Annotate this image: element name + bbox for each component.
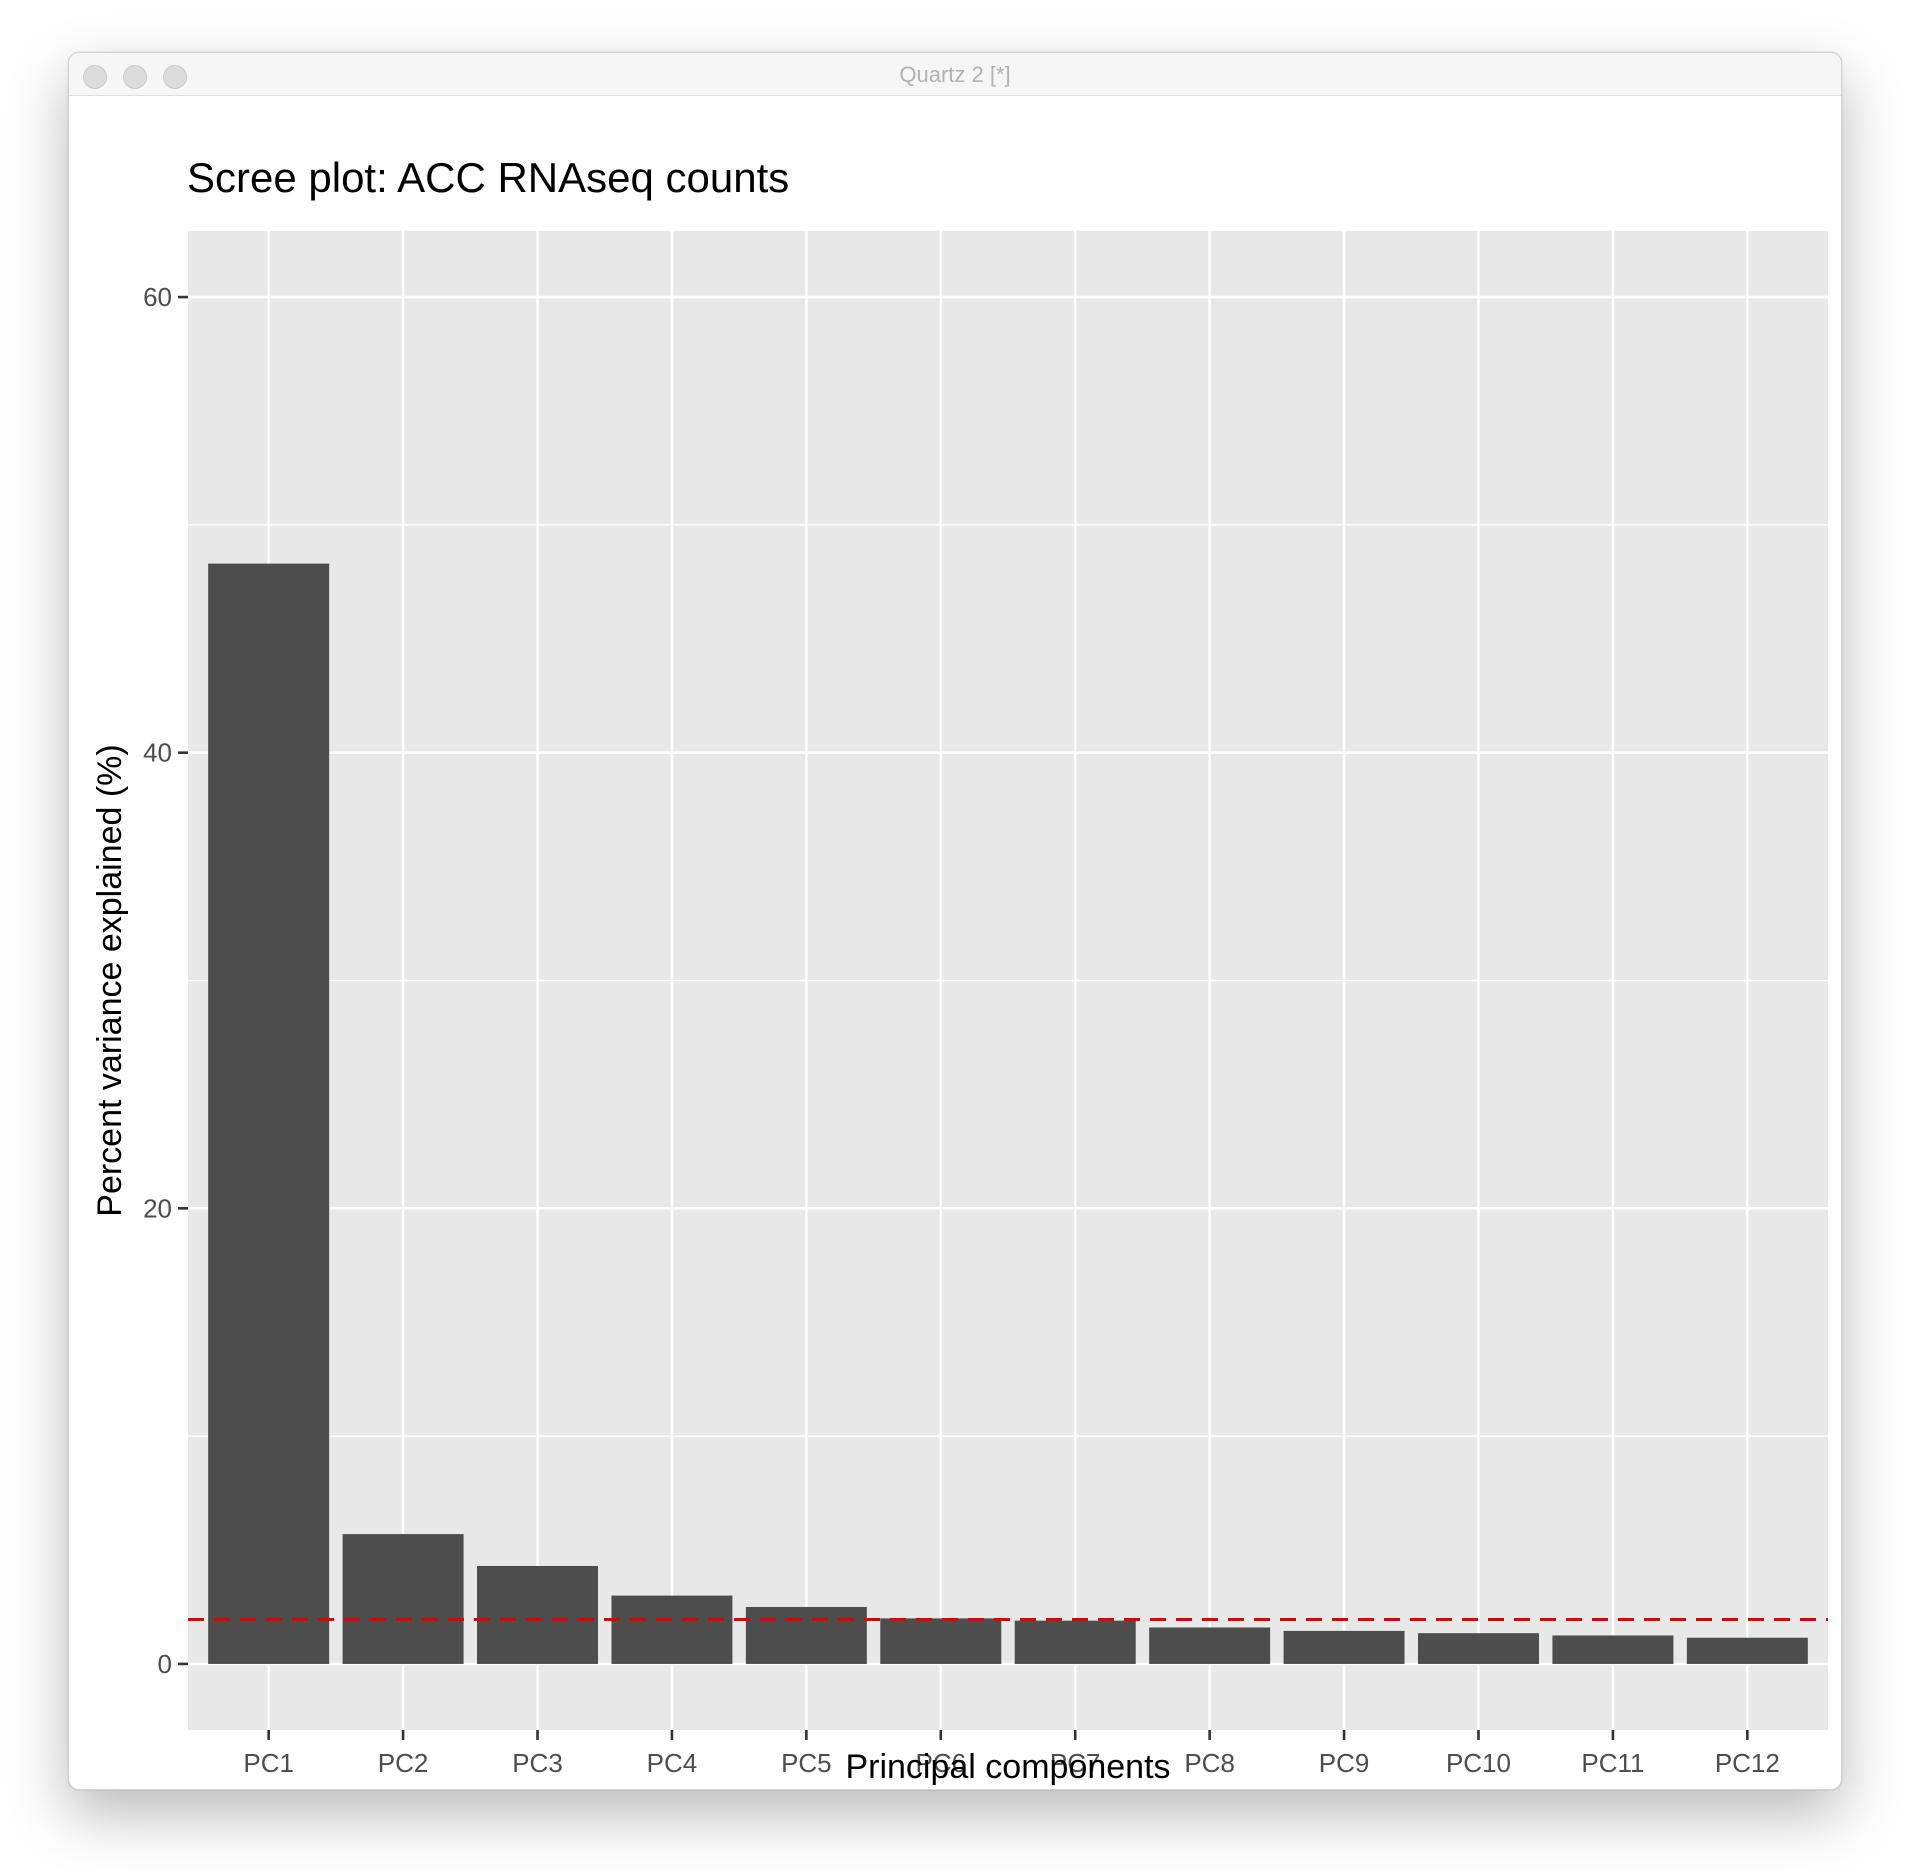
bar-pc11	[1552, 1635, 1674, 1664]
bar-pc2	[342, 1534, 464, 1664]
chart-title: Scree plot: ACC RNAseq counts	[187, 154, 789, 201]
y-axis-label: Percent variance explained (%)	[91, 744, 129, 1216]
bar-pc5	[745, 1606, 867, 1664]
x-tick-label: PC2	[378, 1748, 429, 1778]
x-tick-label: PC10	[1446, 1748, 1511, 1778]
zoom-window-button[interactable]	[163, 65, 187, 89]
close-window-button[interactable]	[83, 65, 107, 89]
bar-pc7	[1014, 1620, 1136, 1664]
x-tick-label: PC5	[781, 1748, 832, 1778]
y-tick-label: 0	[158, 1649, 172, 1679]
x-tick-label: PC4	[647, 1748, 698, 1778]
bar-pc3	[477, 1565, 598, 1664]
x-tick-label: PC12	[1715, 1748, 1780, 1778]
y-tick-label: 40	[143, 738, 172, 768]
bar-pc12	[1686, 1637, 1808, 1664]
y-tick-label: 20	[143, 1193, 172, 1223]
x-tick-label: PC3	[512, 1748, 563, 1778]
plot-area: 0 20 40 60 PC1 PC2 PC3 PC4 PC5 PC6 PC7 PC8 PC9 PC10 PC…	[69, 96, 1841, 1789]
quartz-window: Quartz 2 [*] 0 20 40 60 PC1 PC2 PC3 PC4 PC5 PC6 PC…	[68, 52, 1842, 1790]
x-tick-label: PC8	[1184, 1748, 1235, 1778]
bar-pc1	[208, 563, 330, 1664]
bar-pc10	[1418, 1633, 1539, 1664]
x-tick-label: PC6	[915, 1748, 966, 1778]
bar-pc4	[611, 1595, 733, 1664]
x-axis-label: Principal components	[845, 1748, 1170, 1786]
x-tick-label: PC1	[243, 1748, 294, 1778]
window-titlebar[interactable]: Quartz 2 [*]	[69, 53, 1841, 96]
window-title: Quartz 2 [*]	[899, 62, 1011, 87]
x-tick-label: PC9	[1319, 1748, 1370, 1778]
y-tick-label: 60	[143, 282, 172, 312]
x-tick-label: PC7	[1050, 1748, 1101, 1778]
bar-pc8	[1149, 1627, 1271, 1664]
bar-pc9	[1283, 1630, 1405, 1664]
bar-pc6	[880, 1618, 1002, 1664]
minimize-window-button[interactable]	[123, 65, 147, 89]
x-tick-label: PC11	[1581, 1748, 1644, 1778]
scree-plot: 0 20 40 60 PC1 PC2 PC3 PC4 PC5 PC6 PC7 PC8 PC9 PC10 PC…	[91, 154, 1828, 1786]
